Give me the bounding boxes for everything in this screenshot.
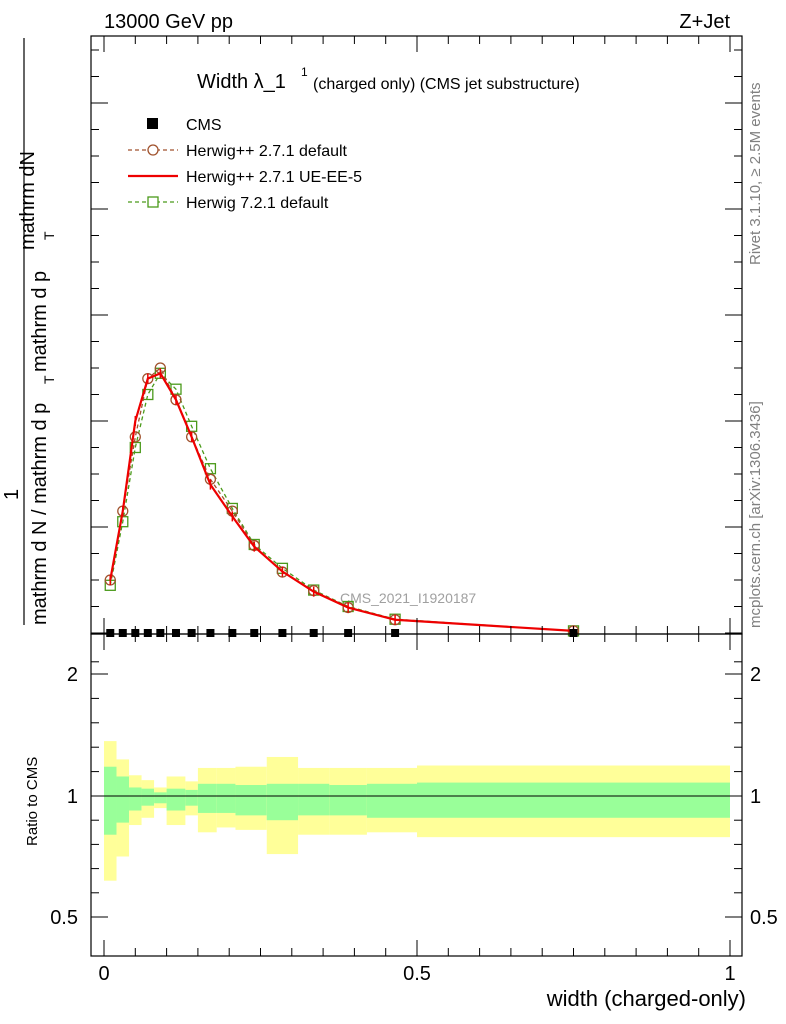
cms-point <box>391 629 400 637</box>
ylabel-num: 1 <box>1 489 23 500</box>
plot-title-sup: 1 <box>301 65 308 79</box>
ratio-bands <box>104 741 730 881</box>
ratio-band-green <box>197 783 217 813</box>
legend-label: Herwig++ 2.7.1 UE-EE-5 <box>186 169 362 186</box>
cms-point <box>156 629 165 637</box>
x-tick-label: 0 <box>98 963 109 985</box>
main-y-ticks <box>91 49 742 634</box>
ratio-band-green <box>129 787 142 811</box>
cms-point <box>118 629 127 637</box>
plot-title-sub: (charged only) (CMS jet substructure) <box>313 76 580 93</box>
cms-point <box>278 629 287 637</box>
ratio-band-green <box>329 785 367 816</box>
cms-point <box>344 629 353 637</box>
cms-point <box>228 629 237 637</box>
x-axis-label: width (charged-only) <box>546 986 746 1011</box>
legend-marker <box>147 144 159 156</box>
ylabel-bottom3: p <box>29 271 51 282</box>
ratio-band-green <box>154 792 167 804</box>
ratio-band-green <box>298 783 330 816</box>
ratio-ytick-label-left: 0.5 <box>50 907 78 929</box>
rivet-label: Rivet 3.1.10, ≥ 2.5M events <box>747 83 764 266</box>
y-axis-label-main: mathrm dN 1 mathrm d N / mathrm d p T ma… <box>1 38 57 625</box>
ratio-y-ticks: 2 2 1 1 0.5 0.5 <box>50 661 778 929</box>
ratio-band-green <box>116 776 130 823</box>
ylabel-sub-t: T <box>41 375 57 384</box>
ratio-ytick-label-left: 2 <box>67 664 78 686</box>
watermark: CMS_2021_I1920187 <box>340 590 476 606</box>
header-right: Z+Jet <box>679 11 730 33</box>
legend-marker <box>147 196 159 208</box>
cms-point <box>309 629 318 637</box>
ratio-band-green <box>104 766 117 835</box>
cms-point <box>171 629 180 637</box>
cms-point <box>143 629 152 637</box>
ylabel-sub-t2: T <box>41 231 57 240</box>
ratio-band-green <box>235 785 267 816</box>
x-tick-label: 1 <box>724 963 735 985</box>
plot-title: Width λ_1 <box>197 71 286 93</box>
cms-point <box>106 629 115 637</box>
x-ticks: 0 0.5 1 <box>98 36 736 985</box>
ratio-ytick-label-right: 0.5 <box>750 907 778 929</box>
legend-label: Herwig 7.2.1 default <box>186 195 329 212</box>
ylabel-bottom: mathrm d N / mathrm d p <box>29 403 51 625</box>
ylabel-top: mathrm dN <box>17 151 39 250</box>
cms-point <box>187 629 196 637</box>
ratio-ylabel: Ratio to CMS <box>24 757 41 846</box>
legend: CMS Herwig++ 2.7.1 default Herwig++ 2.7.1 … <box>128 117 362 212</box>
ratio-band-green <box>417 782 730 818</box>
legend-marker <box>147 118 158 129</box>
ratio-band-green <box>216 783 236 813</box>
series-line <box>109 366 574 632</box>
x-tick-label: 0.5 <box>403 963 431 985</box>
ratio-band-green <box>266 783 299 821</box>
ylabel-bottom2: mathrm d <box>29 288 51 372</box>
header-left: 13000 GeV pp <box>104 11 233 33</box>
ratio-band-green <box>166 788 186 811</box>
series-point <box>204 463 217 475</box>
ratio-ytick-label-left: 1 <box>67 786 78 808</box>
legend-label: Herwig++ 2.7.1 default <box>186 143 348 160</box>
ratio-band-green <box>366 783 417 818</box>
series-point <box>129 431 141 443</box>
ratio-ytick-label-right: 2 <box>750 664 761 686</box>
ratio-ytick-label-right: 1 <box>750 786 761 808</box>
main-curves <box>104 362 580 637</box>
legend-label: CMS <box>186 117 222 134</box>
cms-point <box>206 629 215 637</box>
cms-point <box>250 629 259 637</box>
ratio-band-green <box>185 789 198 806</box>
ratio-band-green <box>141 788 155 806</box>
mcplots-label: mcplots.cern.ch [arXiv:1306.3436] <box>747 401 764 628</box>
